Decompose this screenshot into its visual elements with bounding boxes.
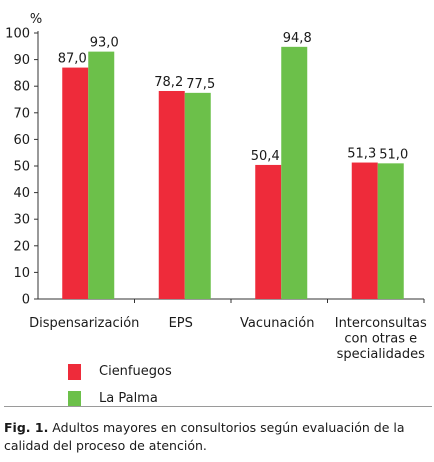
legend-swatch-la-palma	[68, 390, 81, 407]
y-tick-label: 90	[13, 53, 30, 68]
data-label: 51,3	[347, 147, 376, 162]
x-tick-label: Vacunación	[240, 316, 314, 331]
y-tick-label: 100	[5, 27, 30, 42]
y-tick-label: 10	[13, 266, 30, 281]
data-label: 94,8	[283, 31, 312, 46]
x-tick-label: con otras e	[344, 332, 417, 347]
caption-text: Adultos mayores en consultorios según ev…	[4, 420, 405, 453]
bar	[377, 163, 404, 299]
data-label: 50,4	[251, 149, 280, 164]
y-tick-label: 30	[13, 213, 30, 228]
data-label: 87,0	[58, 52, 87, 67]
y-axis-label: %	[30, 12, 42, 27]
bar	[88, 51, 115, 300]
legend-item-la-palma: La Palma	[68, 385, 172, 412]
x-tick-label: EPS	[169, 316, 193, 331]
y-tick-label: 40	[13, 186, 30, 201]
legend-swatch-cienfuegos	[68, 363, 81, 380]
legend-label: La Palma	[99, 391, 158, 406]
bar	[62, 67, 89, 299]
bar	[281, 46, 308, 299]
bar-chart: % 0 10 20 30 40 50 60 70 80 90 100 87,093,0 Dispensar…	[5, 12, 427, 362]
bar	[158, 90, 185, 299]
y-tick-label: 80	[13, 80, 30, 95]
figure-caption: Fig. 1. Adultos mayores en consultorios …	[4, 419, 414, 455]
legend-label: Cienfuegos	[99, 364, 172, 379]
x-tick-label: specialidades	[337, 347, 425, 362]
y-tick-label: 70	[13, 106, 30, 121]
x-tick-label: Dispensarización	[29, 316, 139, 331]
bar	[351, 162, 378, 299]
data-label: 93,0	[90, 36, 119, 51]
x-tick-label: Interconsultas	[335, 316, 427, 331]
y-tick-label: 20	[13, 239, 30, 254]
bar	[184, 92, 211, 299]
legend-item-cienfuegos: Cienfuegos	[68, 358, 172, 385]
data-label: 51,0	[379, 147, 408, 162]
y-tick-label: 60	[13, 133, 30, 148]
bar	[255, 164, 282, 299]
data-label: 77,5	[186, 77, 215, 92]
caption-label: Fig. 1.	[4, 420, 49, 435]
caption-divider	[4, 406, 432, 407]
data-label: 78,2	[154, 75, 183, 90]
legend: Cienfuegos La Palma	[68, 358, 172, 412]
y-tick-label: 50	[13, 160, 30, 175]
y-tick-label: 0	[22, 293, 30, 308]
